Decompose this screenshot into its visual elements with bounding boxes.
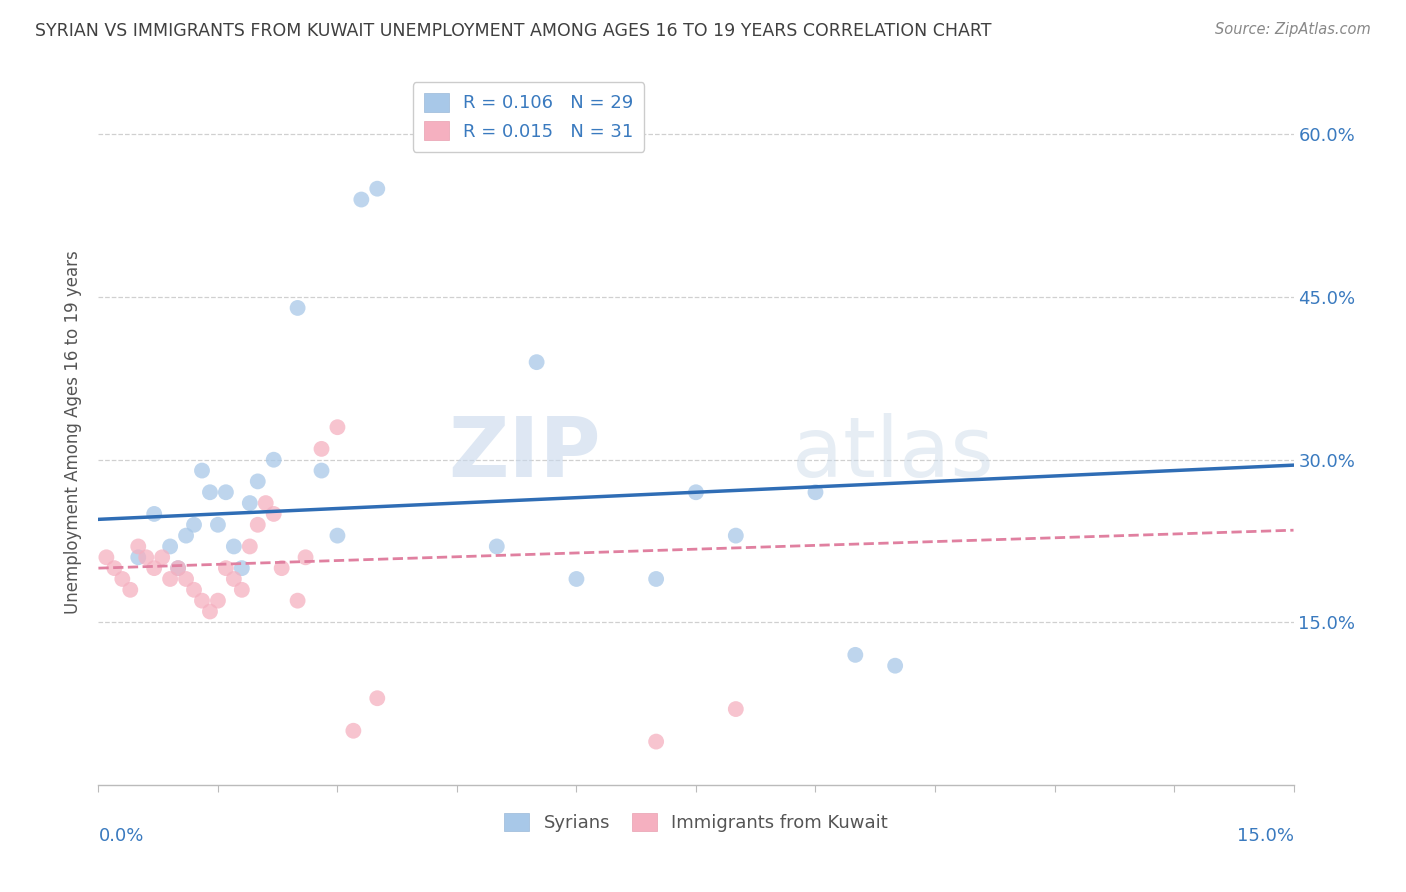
Text: 15.0%: 15.0% — [1236, 827, 1294, 846]
Point — [884, 658, 907, 673]
Point — [246, 475, 269, 489]
Point — [287, 301, 309, 315]
Point — [366, 182, 388, 196]
Point — [127, 550, 149, 565]
Point — [342, 723, 364, 738]
Point — [215, 485, 238, 500]
Point — [366, 691, 388, 706]
Text: 0.0%: 0.0% — [98, 827, 143, 846]
Point — [215, 561, 238, 575]
Point — [143, 561, 166, 575]
Point — [174, 572, 197, 586]
Point — [239, 496, 262, 510]
Point — [804, 485, 827, 500]
Point — [198, 485, 221, 500]
Point — [198, 605, 221, 619]
Point — [311, 464, 333, 478]
Point — [246, 517, 269, 532]
Point — [645, 734, 668, 748]
Point — [239, 540, 262, 554]
Point — [159, 572, 181, 586]
Point — [174, 528, 197, 542]
Point — [270, 561, 292, 575]
Point — [263, 507, 285, 521]
Point — [526, 355, 548, 369]
Point — [167, 561, 190, 575]
Point — [191, 464, 214, 478]
Text: ZIP: ZIP — [449, 413, 600, 494]
Point — [645, 572, 668, 586]
Point — [350, 193, 373, 207]
Point — [159, 540, 181, 554]
Point — [143, 507, 166, 521]
Point — [263, 452, 285, 467]
Point — [207, 593, 229, 607]
Point — [120, 582, 142, 597]
Point — [167, 561, 190, 575]
Point — [326, 528, 349, 542]
Point — [724, 528, 747, 542]
Point — [685, 485, 707, 500]
Point — [222, 540, 245, 554]
Point — [150, 550, 173, 565]
Point — [191, 593, 214, 607]
Point — [231, 561, 253, 575]
Point — [485, 540, 508, 554]
Text: Source: ZipAtlas.com: Source: ZipAtlas.com — [1215, 22, 1371, 37]
Point — [294, 550, 316, 565]
Text: atlas: atlas — [792, 413, 993, 494]
Point — [207, 517, 229, 532]
Point — [326, 420, 349, 434]
Point — [724, 702, 747, 716]
Text: SYRIAN VS IMMIGRANTS FROM KUWAIT UNEMPLOYMENT AMONG AGES 16 TO 19 YEARS CORRELAT: SYRIAN VS IMMIGRANTS FROM KUWAIT UNEMPLO… — [35, 22, 991, 40]
Point — [222, 572, 245, 586]
Point — [127, 540, 149, 554]
Point — [287, 593, 309, 607]
Point — [96, 550, 118, 565]
Point — [254, 496, 277, 510]
Point — [844, 648, 866, 662]
Point — [311, 442, 333, 456]
Point — [183, 582, 205, 597]
Point — [135, 550, 157, 565]
Point — [111, 572, 134, 586]
Point — [565, 572, 588, 586]
Legend: Syrians, Immigrants from Kuwait: Syrians, Immigrants from Kuwait — [496, 805, 896, 839]
Point — [103, 561, 125, 575]
Point — [183, 517, 205, 532]
Y-axis label: Unemployment Among Ages 16 to 19 years: Unemployment Among Ages 16 to 19 years — [65, 251, 83, 615]
Point — [231, 582, 253, 597]
